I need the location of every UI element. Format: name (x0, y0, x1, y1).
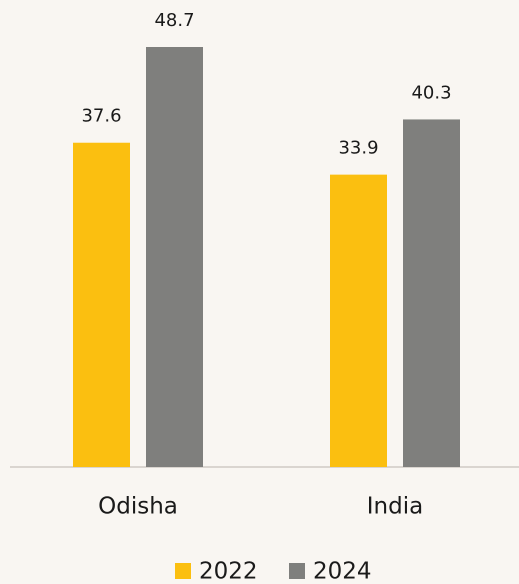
data-label: 33.9 (338, 138, 378, 159)
data-label: 40.3 (411, 82, 451, 103)
data-label: 37.6 (81, 106, 121, 127)
bar (73, 142, 130, 468)
data-label: 48.7 (154, 10, 194, 31)
legend-swatch (289, 563, 305, 579)
bar (146, 47, 203, 467)
legend-swatch (175, 563, 191, 579)
bar (330, 174, 387, 467)
x-tick-label: Odisha (98, 494, 178, 520)
x-tick-label: India (367, 494, 423, 520)
legend-label: 2022 (199, 559, 258, 584)
bar (403, 119, 460, 467)
legend-label: 2024 (313, 559, 372, 584)
